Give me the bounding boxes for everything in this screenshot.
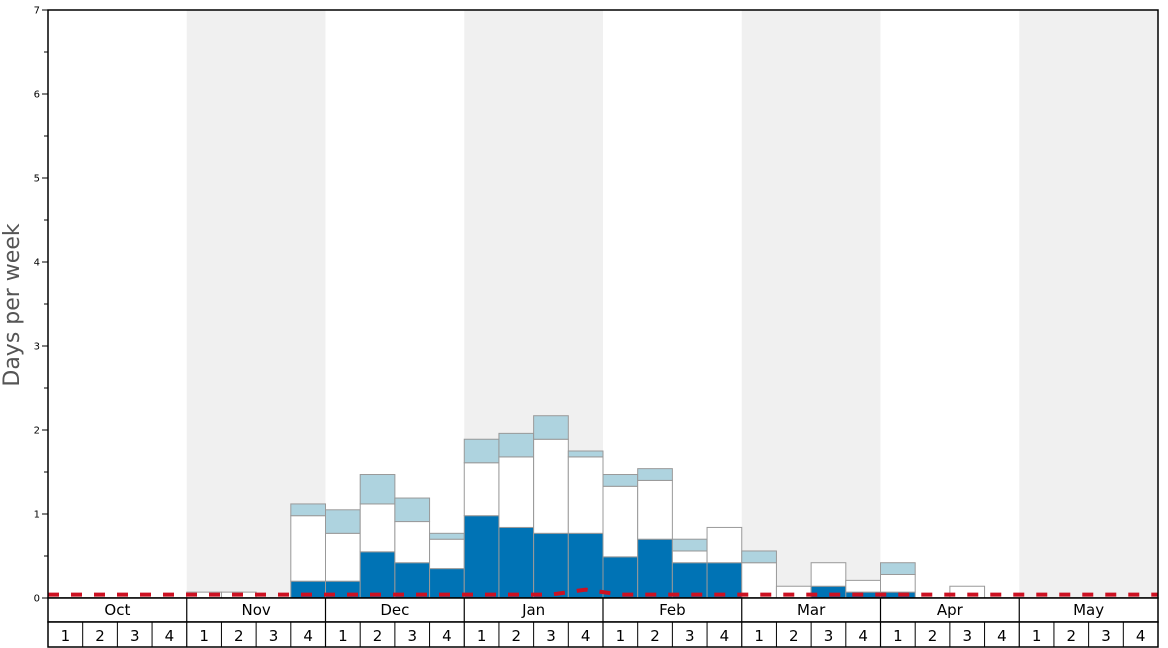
bar-week-20-segment-2: [706, 526, 743, 564]
reference-line: [48, 587, 1158, 597]
bar-week-12-segment-2: [429, 538, 465, 570]
week-label: 4: [858, 627, 868, 645]
bar-week-21-segment-2: [741, 562, 777, 599]
bar-week-15-segment-1: [533, 532, 569, 599]
bar-week-14-segment-1: [498, 526, 535, 599]
y-axis: 0 1 2 3 4 5 6 7: [34, 6, 48, 605]
bar-week-13-segment-3: [463, 438, 500, 464]
week-label: 1: [61, 627, 71, 645]
bar-week-19-segment-3: [671, 538, 708, 552]
bar-week-17-segment-3: [602, 474, 639, 487]
month-label-jan: Jan: [521, 601, 545, 619]
y-tick-label: 1: [34, 510, 40, 521]
bar-week-14-segment-2: [498, 456, 535, 528]
bar-week-10-segment-1: [359, 551, 396, 599]
bars: [186, 415, 986, 599]
y-tick-label: 7: [34, 6, 40, 17]
week-label: 2: [373, 627, 383, 645]
bar-week-11-segment-3: [394, 497, 431, 523]
week-label: 4: [165, 627, 175, 645]
bar-week-19-segment-1: [671, 562, 708, 599]
month-label-mar: Mar: [797, 601, 826, 619]
reference-line-path: [48, 587, 1158, 597]
week-label: 4: [303, 627, 313, 645]
month-bands: [186, 10, 1158, 598]
week-label: 1: [1032, 627, 1042, 645]
week-label: 2: [650, 627, 660, 645]
bar-week-9-segment-2: [325, 532, 361, 582]
bar-week-10-segment-3: [359, 474, 396, 505]
y-tick-label: 6: [34, 90, 40, 101]
week-label: 3: [546, 627, 556, 645]
bar-week-11-segment-2: [394, 521, 431, 564]
month-label-oct: Oct: [104, 601, 130, 619]
bar-week-25-segment-3: [880, 562, 916, 575]
y-tick-label: 4: [34, 258, 40, 269]
week-label: 3: [962, 627, 972, 645]
week-label: 2: [234, 627, 244, 645]
week-label: 4: [1136, 627, 1146, 645]
bar-week-8-segment-3: [290, 503, 326, 517]
week-label: 3: [685, 627, 695, 645]
week-label: 4: [720, 627, 730, 645]
bar-week-16-segment-3: [567, 450, 604, 458]
week-label: 2: [512, 627, 522, 645]
bar-week-14-segment-3: [498, 432, 535, 458]
bar-week-19-segment-2: [671, 550, 708, 564]
week-label: 2: [95, 627, 105, 645]
week-label: 4: [581, 627, 591, 645]
bar-week-11-segment-1: [394, 562, 431, 599]
week-label: 2: [1067, 627, 1077, 645]
month-band-mar: [741, 10, 881, 598]
bar-week-13-segment-1: [463, 515, 500, 599]
week-label: 2: [928, 627, 938, 645]
bar-week-9-segment-3: [325, 509, 361, 534]
bar-week-13-segment-2: [463, 462, 500, 517]
month-label-may: May: [1073, 601, 1104, 619]
week-label: 3: [407, 627, 417, 645]
week-label: 1: [338, 627, 348, 645]
y-tick-label: 3: [34, 342, 40, 353]
month-label-apr: Apr: [937, 601, 964, 619]
bar-week-17-segment-2: [602, 485, 639, 558]
week-label: 3: [1101, 627, 1111, 645]
bar-week-24-segment-2: [845, 579, 881, 593]
week-label: 3: [824, 627, 834, 645]
week-label: 1: [754, 627, 764, 645]
bar-week-18-segment-2: [637, 479, 673, 540]
bar-week-12-segment-3: [429, 532, 465, 540]
week-label: 4: [997, 627, 1007, 645]
y-tick-label: 5: [34, 174, 40, 185]
y-axis-label: Days per week: [0, 223, 25, 386]
y-tick-label: 2: [34, 426, 40, 437]
month-label-feb: Feb: [659, 601, 686, 619]
week-label: 1: [199, 627, 209, 645]
month-label-dec: Dec: [380, 601, 409, 619]
y-tick-label: 0: [34, 594, 40, 605]
week-label: 1: [893, 627, 903, 645]
bar-week-25-segment-2: [880, 573, 916, 593]
week-label: 3: [130, 627, 140, 645]
bar-week-23-segment-2: [810, 562, 847, 587]
week-label: 4: [442, 627, 452, 645]
bar-week-10-segment-2: [359, 503, 396, 553]
bar-week-16-segment-2: [567, 456, 604, 534]
week-label: 1: [477, 627, 487, 645]
month-label-nov: Nov: [241, 601, 270, 619]
bar-week-18-segment-3: [637, 468, 673, 481]
week-label: 3: [269, 627, 279, 645]
bar-week-18-segment-1: [637, 538, 673, 599]
bar-week-15-segment-3: [533, 415, 569, 440]
week-label: 1: [616, 627, 626, 645]
bar-week-15-segment-2: [533, 438, 569, 534]
week-label: 2: [789, 627, 799, 645]
bar-week-21-segment-3: [741, 550, 777, 564]
x-axis: Oct Nov Dec Jan Feb Mar Apr May 1 2 3 4 1 2 3 4 1 2 3 4 1 2 3 4…: [47, 597, 1159, 648]
bar-week-8-segment-2: [290, 515, 326, 582]
month-band-may: [1019, 10, 1158, 598]
month-band-nov: [186, 10, 326, 598]
